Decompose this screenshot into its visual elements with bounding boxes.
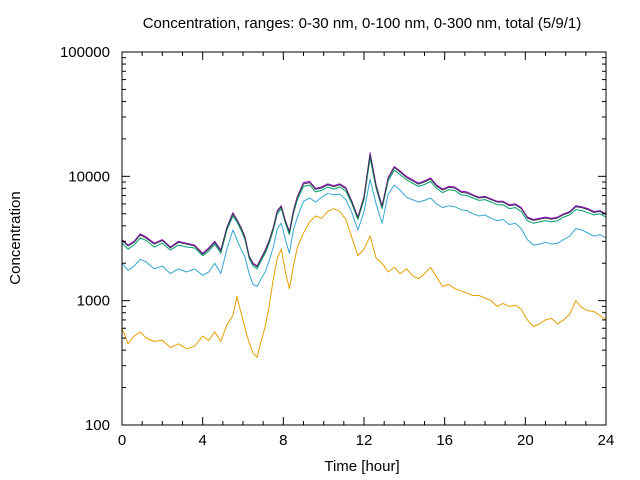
plot-area (121, 152, 607, 358)
series-line-5 (121, 153, 607, 268)
x-axis-label: Time [hour] (324, 458, 399, 475)
x-tick-label: 20 (517, 432, 534, 449)
x-tick-label: 4 (198, 432, 206, 449)
x-tick-label: 16 (436, 432, 453, 449)
series-line-3 (121, 157, 607, 270)
y-axis-label: Concentration (7, 191, 24, 284)
x-tick-label: 8 (279, 432, 287, 449)
y-tick-label: 100000 (60, 44, 110, 61)
y-tick-label: 100 (85, 417, 110, 434)
x-tick-label: 0 (118, 432, 126, 449)
y-tick-label: 1000 (77, 293, 110, 310)
plot-frame (121, 51, 607, 426)
axis-ticks: 0 4 8 12 16 20 24 100 1000 10000 100000 (60, 44, 614, 449)
series-line-2 (121, 178, 607, 287)
x-tick-label: 24 (598, 432, 615, 449)
x-tick-label: 12 (356, 432, 373, 449)
series-line-1 (121, 208, 607, 358)
y-tick-label: 10000 (68, 168, 110, 185)
chart-title: Concentration, ranges: 0-30 nm, 0-100 nm… (143, 15, 582, 32)
